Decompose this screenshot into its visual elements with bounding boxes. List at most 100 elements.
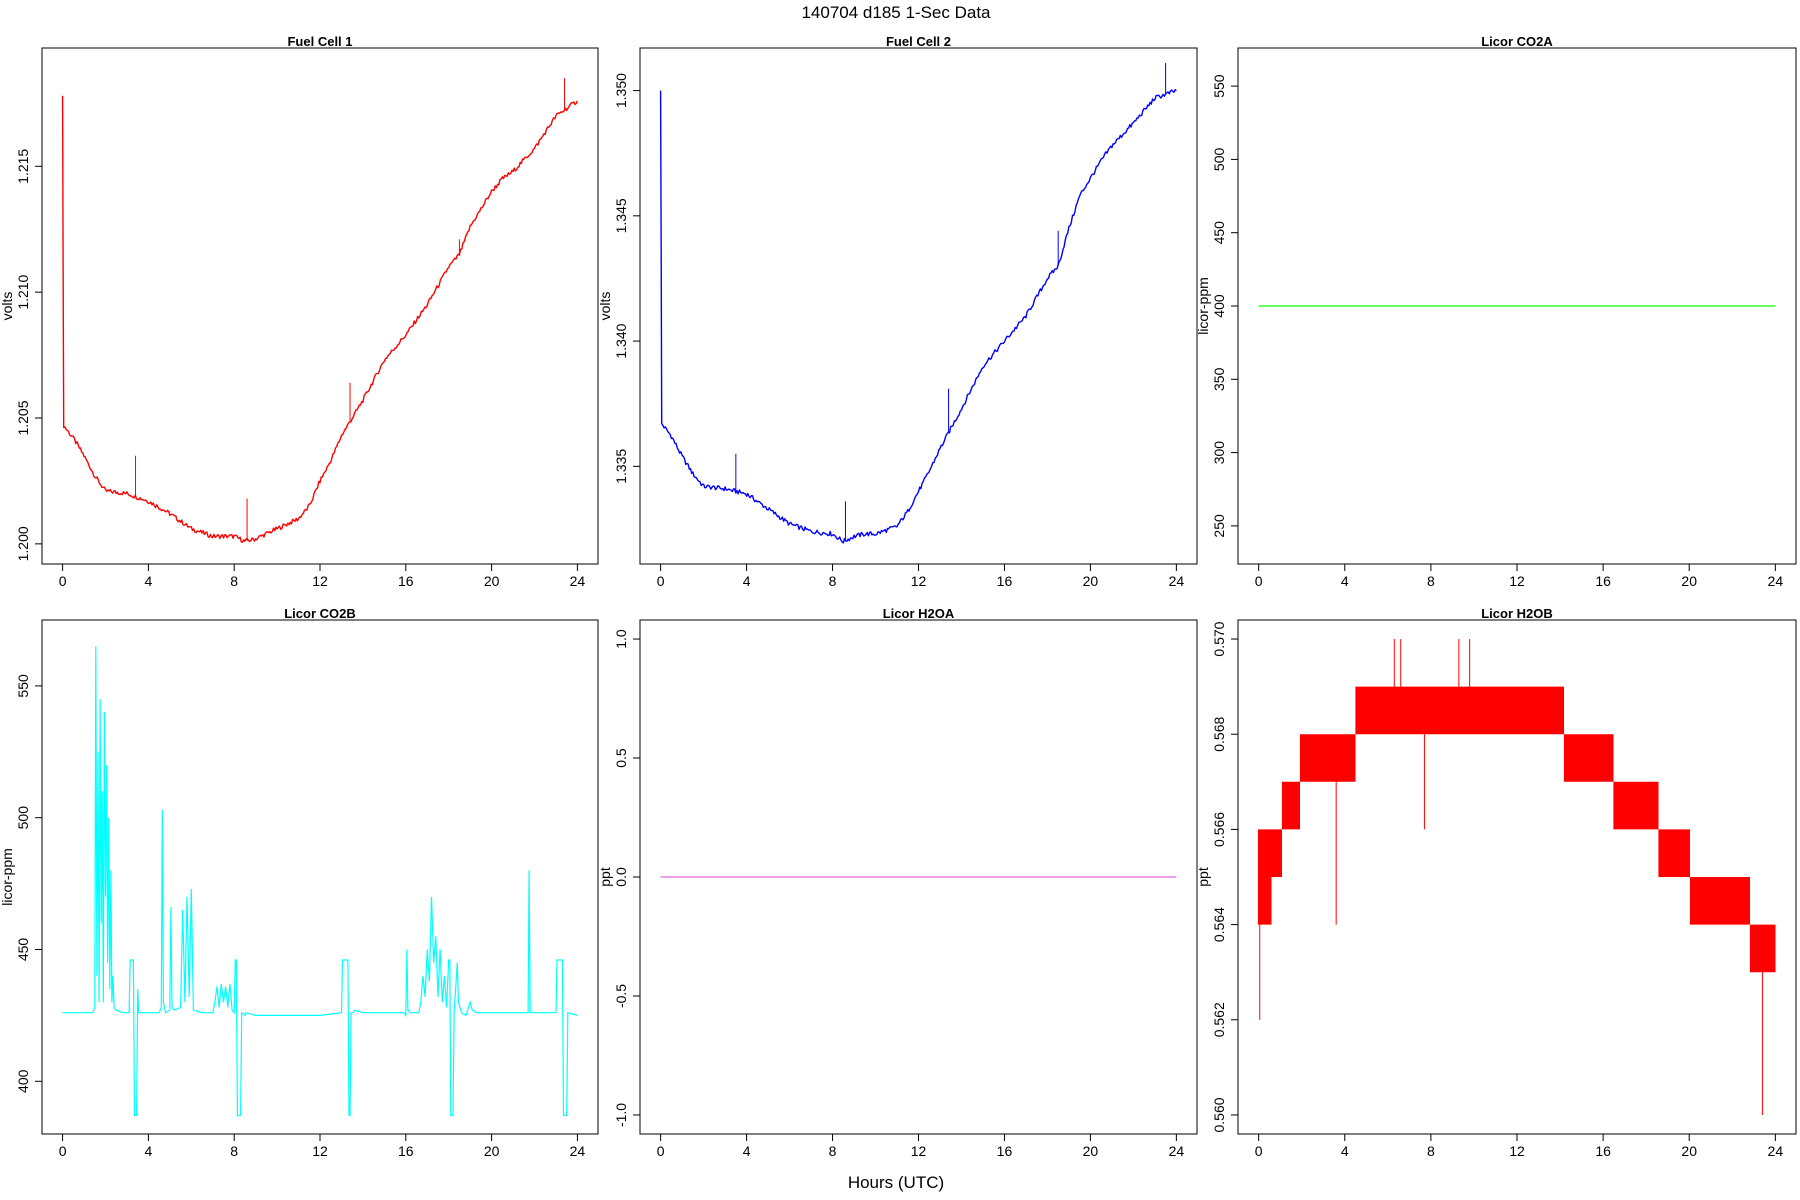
x-tick-label: 8 — [1427, 573, 1435, 589]
x-tick-label: 20 — [1083, 1143, 1099, 1159]
chart-panel-2: Fuel Cell 2 0 4 8 12 16 20 24 1.335 1.340 1.345 1.3… — [597, 34, 1198, 589]
x-tick-label: 24 — [570, 573, 586, 589]
y-axis-label: ppt — [597, 867, 613, 887]
y-tick-label: 1.345 — [613, 198, 629, 233]
y-tick-label: 400 — [15, 1069, 31, 1093]
panel-title: Fuel Cell 2 — [886, 34, 951, 49]
chart-panel-4: Licor CO2B 0 4 8 12 16 20 24 400 450 500 550 licor-p… — [0, 606, 599, 1159]
x-tick-label: 12 — [1509, 1143, 1525, 1159]
y-tick-label: -1.0 — [613, 1103, 629, 1127]
x-tick-label: 4 — [743, 1143, 751, 1159]
y-axis-label: volts — [597, 292, 613, 321]
x-tick-label: 16 — [398, 573, 414, 589]
y-tick-label: 350 — [1211, 367, 1227, 391]
y-tick-label: 0.560 — [1211, 1097, 1227, 1132]
y-tick-label: 450 — [15, 938, 31, 962]
y-tick-label: 1.200 — [15, 526, 31, 561]
x-tick-label: 20 — [484, 1143, 500, 1159]
panel-title: Licor H2OA — [883, 606, 955, 621]
plot-frame — [639, 47, 1198, 565]
y-tick-label: 0.562 — [1211, 1002, 1227, 1037]
data-line — [61, 95, 579, 543]
y-tick-label: 0.566 — [1211, 812, 1227, 847]
x-tick-label: 0 — [59, 1143, 67, 1159]
x-tick-label: 20 — [1681, 1143, 1697, 1159]
x-tick-label: 4 — [1341, 1143, 1349, 1159]
x-tick-label: 24 — [1768, 573, 1784, 589]
x-tick-label: 0 — [1255, 573, 1263, 589]
series-4 — [62, 646, 578, 1117]
x-tick-label: 4 — [144, 1143, 152, 1159]
x-tick-label: 20 — [1681, 573, 1697, 589]
y-tick-label: 500 — [15, 806, 31, 830]
x-tick-label: 8 — [230, 573, 238, 589]
x-tick-label: 4 — [144, 573, 152, 589]
y-tick-label: 0.568 — [1211, 716, 1227, 751]
y-tick-label: 1.205 — [15, 400, 31, 435]
chart-panel-1: Fuel Cell 1 0 4 8 12 16 20 24 1.200 1.205 1.210 1.2… — [0, 34, 599, 589]
x-tick-label: 0 — [1255, 1143, 1263, 1159]
y-tick-label: 400 — [1211, 294, 1227, 318]
data-band — [1257, 686, 1776, 973]
figure-title: 140704 d185 1-Sec Data — [801, 3, 991, 22]
x-tick-label: 20 — [484, 573, 500, 589]
x-tick-label: 16 — [1595, 1143, 1611, 1159]
x-tick-label: 12 — [911, 1143, 927, 1159]
panels: Fuel Cell 1 0 4 8 12 16 20 24 1.200 1.205 1.210 1.2… — [0, 34, 1797, 1159]
series-6 — [1257, 639, 1776, 1115]
series-1 — [61, 78, 579, 543]
y-axis-label: licor-ppm — [1195, 277, 1211, 335]
x-tick-label: 8 — [829, 573, 837, 589]
x-tick-label: 12 — [312, 1143, 328, 1159]
y-tick-label: 500 — [1211, 148, 1227, 172]
x-tick-label: 8 — [1427, 1143, 1435, 1159]
y-tick-label: -0.5 — [613, 984, 629, 1008]
panel-title: Licor H2OB — [1481, 606, 1553, 621]
x-tick-label: 8 — [829, 1143, 837, 1159]
x-tick-label: 0 — [657, 1143, 665, 1159]
x-tick-label: 16 — [997, 573, 1013, 589]
x-tick-label: 24 — [1169, 1143, 1185, 1159]
series-2 — [659, 63, 1177, 544]
x-tick-label: 16 — [398, 1143, 414, 1159]
x-tick-label: 20 — [1083, 573, 1099, 589]
data-line — [62, 646, 578, 1117]
plot-frame — [41, 47, 599, 565]
x-tick-label: 12 — [312, 573, 328, 589]
x-tick-label: 0 — [59, 573, 67, 589]
y-tick-label: 0.0 — [613, 867, 629, 887]
y-axis-label: licor-ppm — [0, 848, 15, 906]
y-tick-label: 1.335 — [613, 449, 629, 484]
y-tick-label: 550 — [1211, 74, 1227, 98]
y-tick-label: 1.0 — [613, 629, 629, 649]
x-tick-label: 12 — [911, 573, 927, 589]
x-axis-label: Hours (UTC) — [848, 1173, 944, 1192]
panel-title: Licor CO2B — [284, 606, 356, 621]
y-tick-label: 300 — [1211, 441, 1227, 465]
chart-panel-3: Licor CO2A 0 4 8 12 16 20 24 250 300 350 400 450 500 5… — [1195, 34, 1797, 589]
y-tick-label: 0.564 — [1211, 907, 1227, 942]
x-tick-label: 8 — [230, 1143, 238, 1159]
x-tick-label: 0 — [657, 573, 665, 589]
y-tick-label: 0.570 — [1211, 621, 1227, 656]
panel-title: Fuel Cell 1 — [287, 34, 352, 49]
x-tick-label: 4 — [1341, 573, 1349, 589]
chart-panel-6: Licor H2OB 0 4 8 12 16 20 24 0.560 0.562 0.564 0.56… — [1195, 606, 1797, 1159]
chart-panel-5: Licor H2OA 0 4 8 12 16 20 24 -1.0 -0.5 0.0 0.5 1.0 pp… — [597, 606, 1198, 1159]
y-axis-label: ppt — [1195, 867, 1211, 887]
y-tick-label: 1.340 — [613, 323, 629, 358]
y-tick-label: 1.350 — [613, 73, 629, 108]
x-tick-label: 4 — [743, 573, 751, 589]
y-tick-label: 0.5 — [613, 748, 629, 768]
x-tick-label: 16 — [1595, 573, 1611, 589]
x-tick-label: 16 — [997, 1143, 1013, 1159]
y-tick-label: 1.210 — [15, 274, 31, 309]
y-tick-label: 1.215 — [15, 149, 31, 184]
x-tick-label: 24 — [1169, 573, 1185, 589]
plot-frame — [41, 619, 599, 1135]
y-tick-label: 450 — [1211, 221, 1227, 245]
x-tick-label: 24 — [1768, 1143, 1784, 1159]
y-tick-label: 550 — [15, 674, 31, 698]
panel-title: Licor CO2A — [1481, 34, 1553, 49]
